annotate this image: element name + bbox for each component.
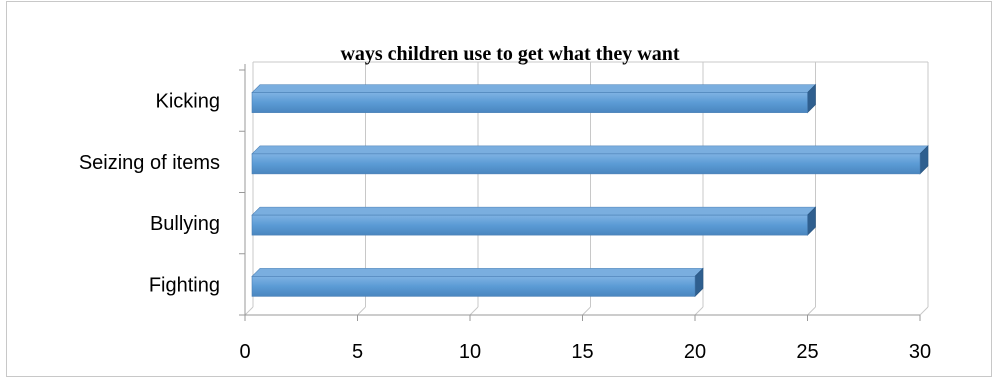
category-label: Kicking: [156, 91, 220, 113]
floor-gridline: [919, 306, 929, 316]
bar-top-face: [251, 84, 817, 93]
x-tick-label: 5: [352, 341, 363, 363]
chart-title: ways children use to get what they want: [340, 43, 679, 65]
bar-kicking: [251, 92, 808, 113]
chart-frame: [6, 1, 992, 377]
x-tick-label: 25: [796, 341, 818, 363]
floor-gridline: [357, 306, 366, 316]
floor-gridline: [469, 306, 479, 316]
bar-top-face: [251, 268, 704, 277]
bar-seizing-of-items: [251, 153, 921, 175]
floor-gridline: [694, 306, 704, 316]
x-tick-label: 10: [459, 341, 481, 363]
x-tick-label: 30: [909, 341, 931, 363]
category-label: Bullying: [150, 213, 220, 235]
bar-top-face: [251, 206, 817, 216]
x-tick-label: 15: [571, 341, 593, 363]
bar-bullying: [251, 214, 808, 236]
floor-gridline: [582, 306, 591, 316]
category-label: Fighting: [149, 274, 220, 296]
floor-gridline: [244, 306, 254, 316]
floor-gridline: [807, 306, 816, 316]
bar-fighting: [251, 276, 696, 297]
x-tick-label: 20: [684, 341, 706, 363]
category-label: Seizing of items: [79, 152, 220, 174]
x-tick-label: 0: [239, 341, 250, 363]
bar-top-face: [251, 145, 929, 155]
